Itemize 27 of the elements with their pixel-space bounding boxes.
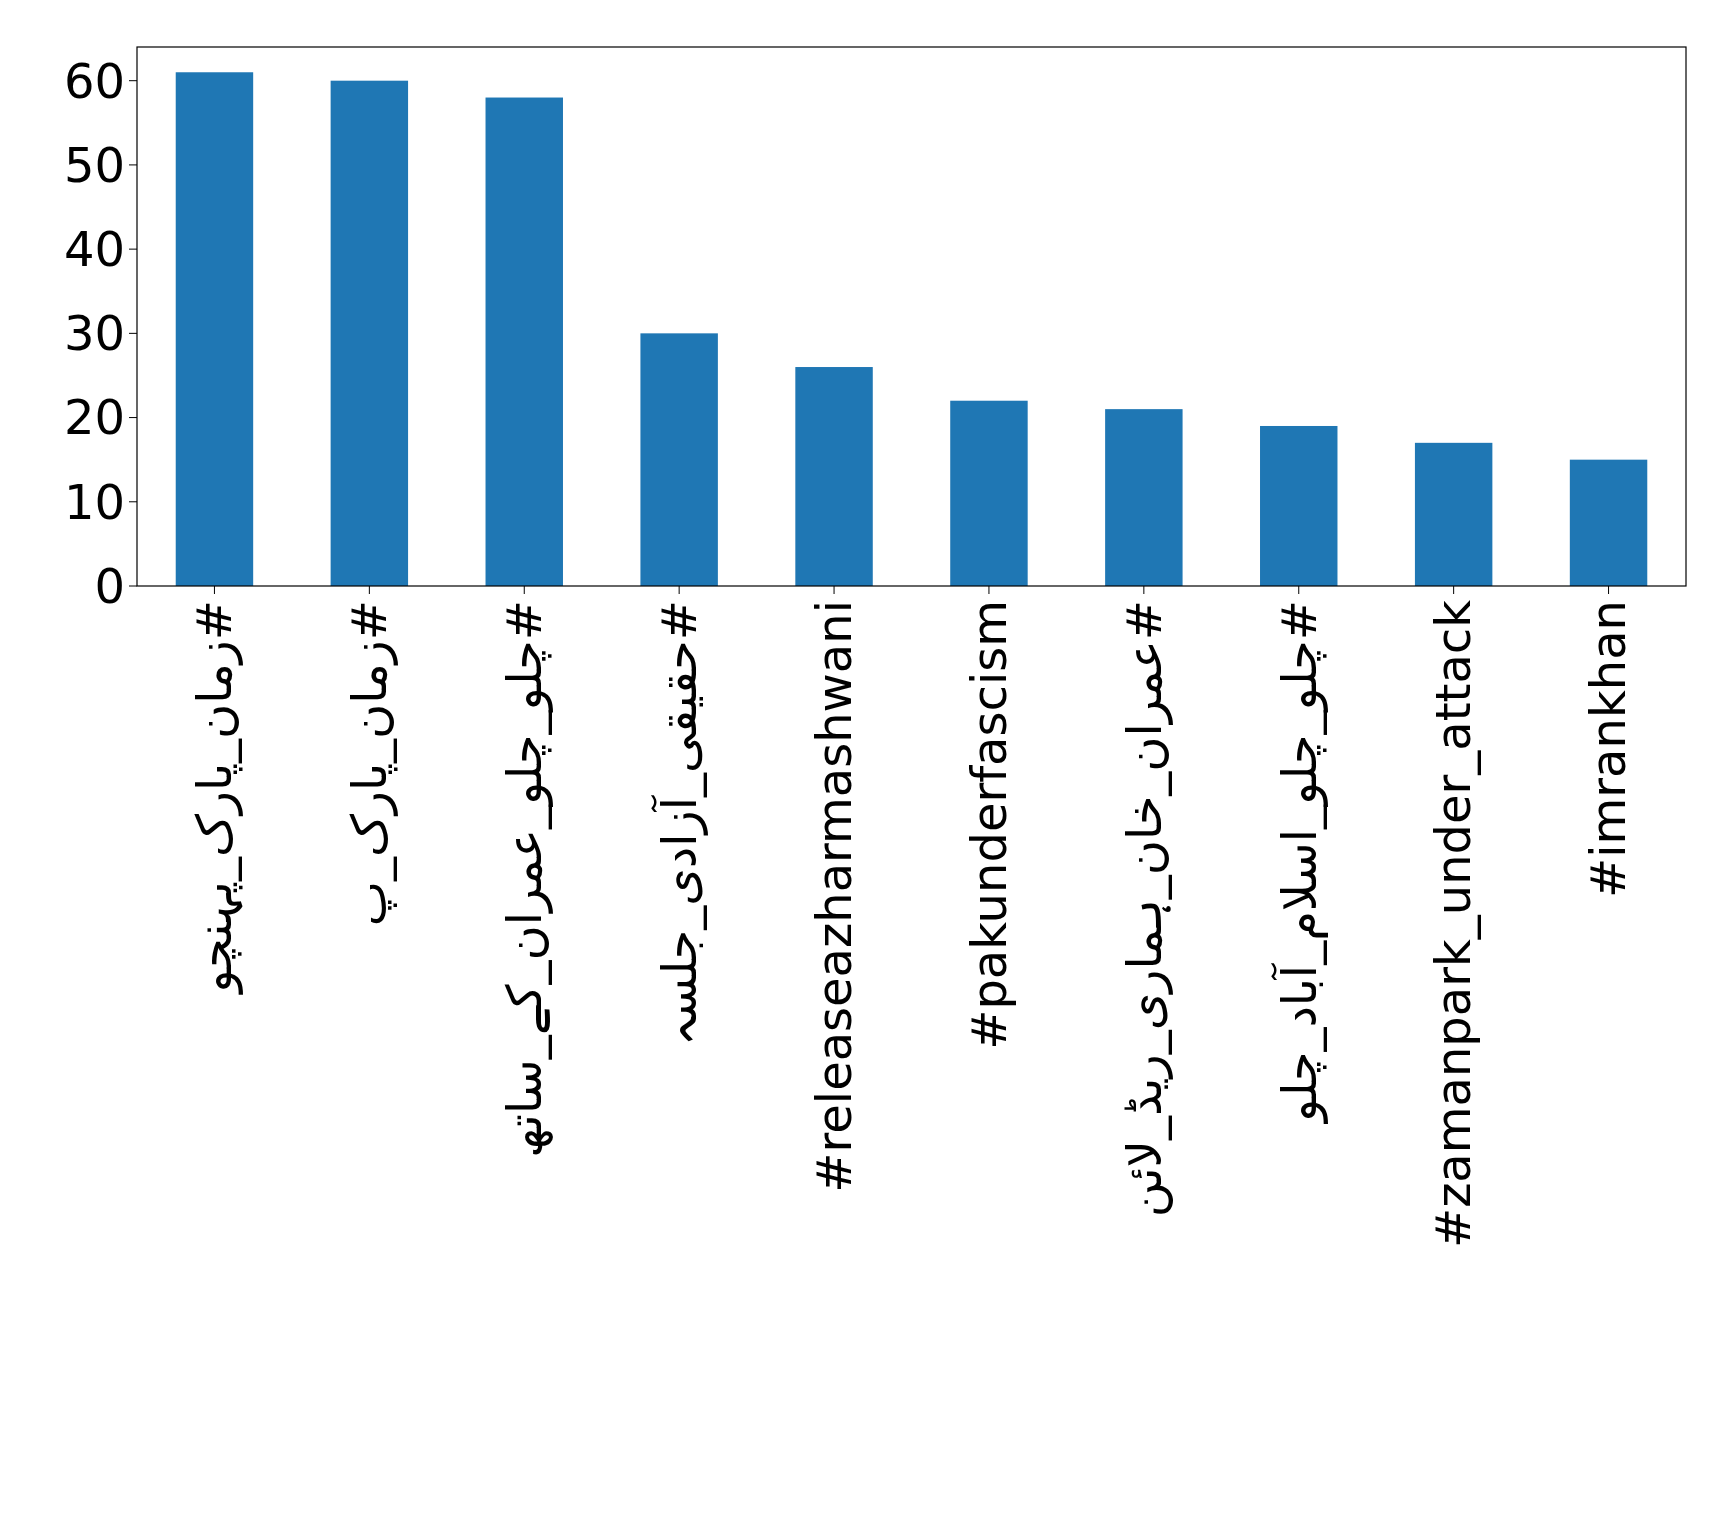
y-tick-label: 50 <box>63 136 125 193</box>
bar <box>950 400 1028 586</box>
y-tick-label: 40 <box>63 220 125 277</box>
x-tick-label: #imrankhan <box>1580 600 1637 898</box>
x-tick-label: #حقیقی_آزادی_جلسہ <box>649 600 708 1047</box>
x-tick-label: #releaseazharmashwani <box>805 600 862 1193</box>
x-tick-label: #عمران_خان_ہماری_ریڈ_لائن <box>1115 600 1173 1218</box>
y-tick-label: 10 <box>63 473 125 530</box>
bar <box>1414 442 1493 586</box>
x-tick-label: #چلو_چلو_اسلام_آباد_چلو <box>1269 600 1328 1124</box>
y-tick-label: 0 <box>94 557 125 614</box>
bar <box>1260 425 1338 586</box>
y-tick-label: 20 <box>63 389 125 446</box>
x-tick-label: #zamanpark_under_attack <box>1425 599 1482 1249</box>
bar <box>795 367 873 586</box>
bar <box>1105 409 1183 586</box>
bar <box>485 97 563 586</box>
bar <box>330 80 409 586</box>
bar <box>175 72 254 586</box>
x-tick-label: #چلو_چلو_عمران_کے_ساتھ <box>496 600 554 1158</box>
bar <box>640 333 718 586</box>
y-tick-label: 30 <box>63 305 125 362</box>
x-tick-label: #زمان_پارک_پہنچو <box>186 600 244 995</box>
x-tick-label: #زمان_پارک_پ <box>341 600 399 927</box>
y-tick-label: 60 <box>63 52 125 109</box>
bar <box>1569 459 1648 586</box>
x-tick-label: #pakunderfascism <box>960 600 1017 1050</box>
